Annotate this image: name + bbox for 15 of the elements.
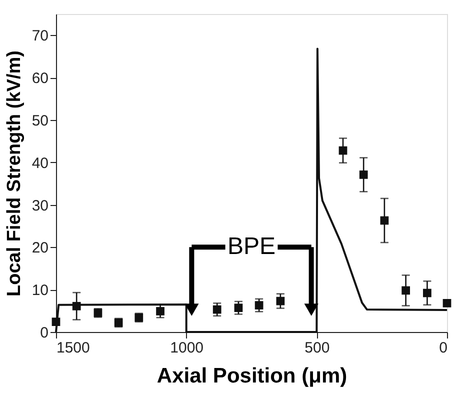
x-tick-label: 1500 (56, 340, 90, 356)
y-tick-label: 60 (32, 70, 48, 88)
annotation: BPE (227, 233, 276, 260)
x-axis-title: Axial Position (μm) (156, 364, 348, 388)
y-tick-label: 70 (32, 28, 48, 45)
y-tick-label: 20 (32, 240, 48, 257)
x-tick-label: 1000 (170, 340, 204, 356)
y-tick-label: 30 (32, 197, 48, 214)
y-tick-label: 40 (32, 154, 48, 172)
y-tick-label: 0 (40, 324, 48, 342)
x-tick-label: 0 (439, 340, 448, 356)
y-tick-label: 50 (32, 112, 48, 130)
y-tick-label: 10 (32, 282, 48, 300)
x-tick-label: 500 (304, 340, 330, 356)
y-axis-title: Local Field Strength (kV/m) (4, 50, 25, 296)
